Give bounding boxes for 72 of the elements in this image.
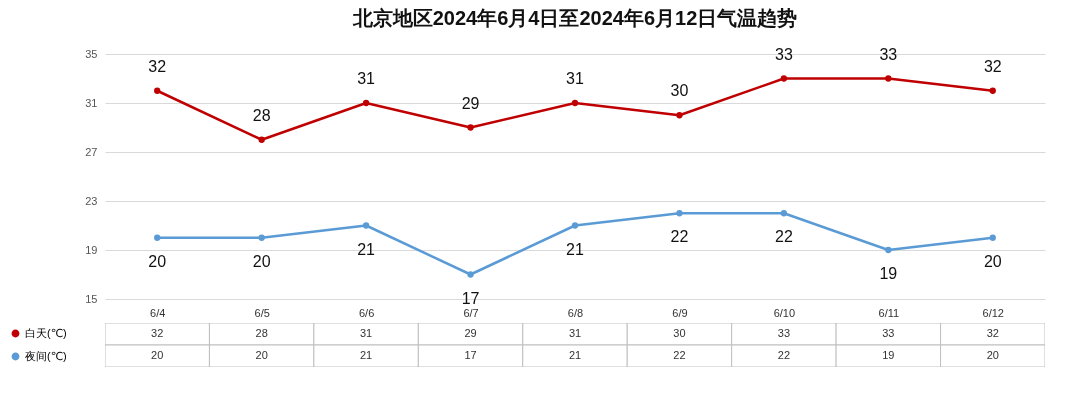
point bbox=[154, 234, 161, 241]
legend-label: 夜间(℃) bbox=[25, 349, 67, 362]
data-label: 33 bbox=[774, 45, 793, 63]
x-tick-label: 6/6 bbox=[358, 306, 375, 319]
y-tick-label: 15 bbox=[85, 292, 98, 305]
data-label: 32 bbox=[983, 57, 1002, 75]
point bbox=[676, 112, 683, 119]
data-label: 21 bbox=[566, 240, 584, 258]
y-tick-label: 27 bbox=[85, 145, 98, 158]
data-label: 20 bbox=[983, 252, 1002, 270]
x-tick-label: 6/5 bbox=[254, 306, 270, 319]
point bbox=[571, 222, 579, 229]
data-label: 33 bbox=[879, 45, 898, 63]
data-label: 31 bbox=[357, 70, 376, 87]
y-tick-label: 35 bbox=[85, 47, 98, 60]
point bbox=[258, 234, 265, 241]
data-label: 20 bbox=[151, 349, 164, 361]
point bbox=[780, 210, 788, 217]
data-label: 22 bbox=[673, 349, 686, 361]
data-label: 19 bbox=[879, 265, 898, 282]
x-tick-label: 6/8 bbox=[567, 306, 584, 319]
data-label: 28 bbox=[255, 327, 268, 339]
data-label: 19 bbox=[882, 349, 895, 361]
data-label: 28 bbox=[252, 106, 271, 124]
data-label: 29 bbox=[464, 327, 477, 339]
data-label: 21 bbox=[359, 349, 373, 361]
x-tick-label: 6/11 bbox=[878, 306, 900, 319]
y-tick-label: 31 bbox=[85, 96, 98, 109]
data-label: 22 bbox=[774, 228, 793, 246]
data-label: 21 bbox=[568, 349, 582, 361]
point bbox=[362, 222, 370, 229]
data-label: 20 bbox=[252, 252, 271, 270]
y-tick-label: 19 bbox=[85, 243, 98, 256]
x-tick-label: 6/4 bbox=[150, 306, 166, 319]
data-label: 30 bbox=[670, 82, 689, 100]
data-label: 21 bbox=[357, 240, 376, 258]
data-label: 20 bbox=[255, 349, 268, 361]
data-label: 31 bbox=[566, 70, 584, 87]
y-tick-label: 23 bbox=[85, 194, 98, 207]
data-label: 29 bbox=[461, 94, 480, 112]
point bbox=[467, 271, 474, 278]
data-label: 32 bbox=[148, 57, 167, 75]
point bbox=[154, 87, 161, 94]
point bbox=[258, 136, 265, 143]
data-label: 33 bbox=[882, 327, 895, 339]
x-tick-label: 6/9 bbox=[672, 306, 688, 319]
point bbox=[467, 124, 474, 131]
data-label: 33 bbox=[777, 327, 791, 339]
data-label: 31 bbox=[359, 327, 373, 339]
point bbox=[989, 234, 996, 241]
legend-label: 白天(℃) bbox=[25, 326, 67, 339]
data-label: 20 bbox=[986, 349, 999, 361]
x-tick-label: 6/7 bbox=[463, 306, 479, 319]
point bbox=[676, 210, 683, 217]
data-label: 20 bbox=[148, 252, 167, 270]
point bbox=[885, 75, 892, 82]
data-label: 32 bbox=[151, 327, 164, 339]
point bbox=[362, 99, 370, 107]
point bbox=[885, 246, 892, 254]
point bbox=[780, 75, 788, 82]
data-label: 30 bbox=[673, 327, 686, 339]
x-tick-label: 6/10 bbox=[773, 306, 796, 319]
data-label: 22 bbox=[670, 228, 689, 246]
data-label: 17 bbox=[464, 349, 477, 361]
data-label: 17 bbox=[461, 289, 480, 307]
data-label: 22 bbox=[777, 349, 791, 361]
data-label: 31 bbox=[568, 327, 582, 339]
x-tick-label: 6/12 bbox=[982, 306, 1004, 319]
point bbox=[989, 87, 996, 94]
chart-title: 北京地区2024年6月4日至2024年6月12日气温趋势 bbox=[351, 6, 798, 29]
data-label: 32 bbox=[986, 327, 999, 339]
point bbox=[571, 99, 579, 107]
